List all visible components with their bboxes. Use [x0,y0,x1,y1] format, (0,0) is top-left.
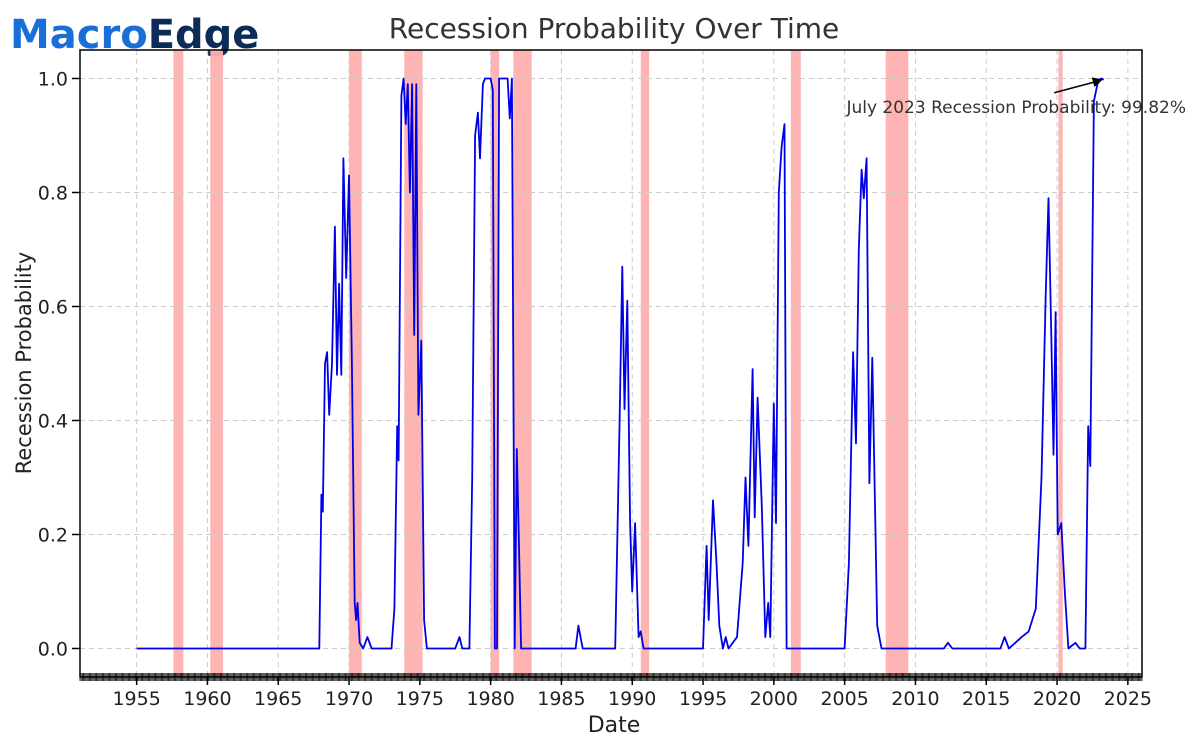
x-tick-label: 1990 [608,688,656,710]
x-axis-label: Date [588,713,641,738]
x-tick-label: 2025 [1104,688,1152,710]
y-axis-label: Recession Probability [12,252,36,475]
recession-band [404,50,423,677]
recession-band [790,50,801,677]
x-tick-label: 2005 [820,688,868,710]
annotation-arrowhead [1091,77,1103,88]
annotation-text: July 2023 Recession Probability: 99.82% [845,98,1186,118]
y-tick-label: 0.4 [38,411,68,433]
recession-band [640,50,650,677]
x-tick-label: 1965 [254,688,302,710]
recession-band [173,50,184,677]
x-tick-label: 2000 [750,688,798,710]
recession-band [210,50,224,677]
x-tick-label: 2015 [962,688,1010,710]
recession-band [885,50,909,677]
x-tick-label: 2020 [1033,688,1081,710]
logo-edge: Edge [148,12,260,58]
x-tick-label: 1960 [183,688,231,710]
y-tick-label: 0.2 [38,525,68,547]
logo-macro: Macro [10,12,148,58]
y-tick-label: 0.8 [38,183,68,205]
annotation-arrow [1054,79,1100,94]
recession-band [1058,50,1063,677]
y-tick-label: 0.0 [38,639,68,661]
x-axis-ticks: 1955 1960 1965 1970 1975 1980 1985 1990 1995 2000… [79,673,1152,710]
probability-line [136,77,1105,650]
x-tick-label: 1980 [466,688,514,710]
x-tick-label: 1955 [112,688,160,710]
recession-bands [173,50,1063,677]
y-tick-label: 1.0 [38,69,68,91]
x-tick-label: 1975 [396,688,444,710]
x-tick-label: 1985 [537,688,585,710]
recession-band [490,50,500,677]
y-tick-label: 0.6 [38,297,68,319]
x-tick-label: 1995 [679,688,727,710]
recession-band [349,50,362,677]
x-tick-label: 2010 [891,688,939,710]
series-line [136,77,1105,650]
chart-title: Recession Probability Over Time [389,12,839,45]
annotation: July 2023 Recession Probability: 99.82% [845,77,1186,118]
y-axis-ticks: 0.0 0.2 0.4 0.6 0.8 1.0 [38,69,80,661]
x-tick-label: 1970 [325,688,373,710]
